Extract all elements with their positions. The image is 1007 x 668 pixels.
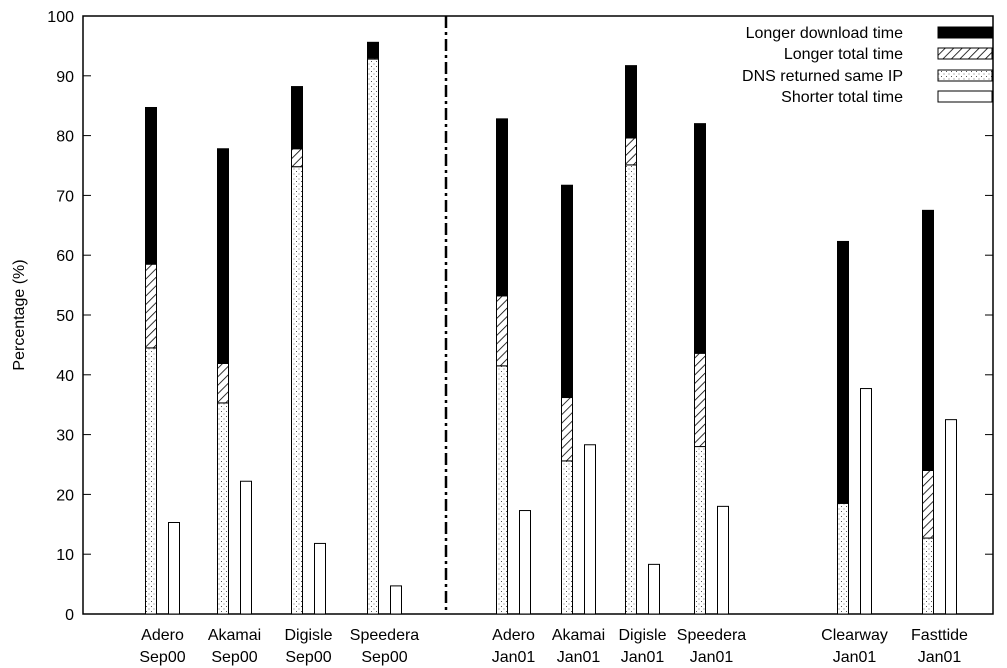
bar-download-akamai-sep00 [217, 148, 229, 364]
bar-shorter-fasttide-jan01 [945, 419, 957, 615]
y-axis-title: Percentage (%) [11, 259, 28, 370]
bar-shorter-digisle-jan01 [648, 563, 660, 615]
legend-swatch-shorter [937, 90, 993, 103]
x-category-period: Jan01 [918, 649, 962, 666]
bar-shorter-speedera-jan01 [717, 505, 729, 615]
x-category-name: Adero [492, 627, 535, 644]
x-category-name: Akamai [208, 627, 261, 644]
bar-download-adero-jan01 [496, 118, 508, 297]
bar-download-digisle-jan01 [625, 65, 637, 139]
bar-dns-adero-jan01 [496, 365, 508, 615]
bar-download-adero-sep00 [145, 106, 157, 265]
y-tick-label: 90 [56, 69, 74, 86]
bar-total-akamai-sep00 [217, 362, 229, 404]
x-category-name: Digisle [284, 627, 332, 644]
x-category-period: Jan01 [621, 649, 665, 666]
bar-total-adero-jan01 [496, 295, 508, 367]
bar-total-speedera-jan01 [694, 352, 706, 448]
bar-shorter-akamai-sep00 [240, 480, 252, 615]
x-category-name: Clearway [821, 627, 888, 644]
bar-dns-akamai-jan01 [561, 460, 573, 615]
bar-download-speedera-sep00 [367, 41, 379, 59]
bar-shorter-akamai-jan01 [584, 444, 596, 615]
y-tick-label: 30 [56, 428, 74, 445]
x-category-name: Digisle [618, 627, 666, 644]
bar-total-adero-sep00 [145, 263, 157, 349]
bar-total-digisle-sep00 [291, 148, 303, 168]
y-tick-label: 20 [56, 487, 74, 504]
y-tick-label: 80 [56, 129, 74, 146]
bar-download-speedera-jan01 [694, 123, 706, 354]
bar-dns-akamai-sep00 [217, 402, 229, 615]
bar-dns-clearway-jan01 [837, 502, 849, 615]
x-category-name: Speedera [677, 627, 746, 644]
bar-total-digisle-jan01 [625, 137, 637, 166]
y-tick-label: 100 [47, 9, 74, 26]
y-tick-label: 50 [56, 308, 74, 325]
bar-total-fasttide-jan01 [922, 469, 934, 539]
bar-dns-digisle-jan01 [625, 164, 637, 615]
bar-download-fasttide-jan01 [922, 209, 934, 471]
x-category-period: Jan01 [690, 649, 734, 666]
bar-dns-fasttide-jan01 [922, 537, 934, 615]
legend-swatch-total [937, 47, 993, 60]
legend-swatch-dns [937, 69, 993, 82]
bar-download-akamai-jan01 [561, 184, 573, 399]
bar-shorter-digisle-sep00 [314, 542, 326, 615]
x-category-name: Speedera [350, 627, 419, 644]
legend-label-total: Longer total time [784, 46, 903, 63]
x-category-period: Sep00 [211, 649, 257, 666]
legend-swatch-download [937, 26, 993, 39]
bar-dns-adero-sep00 [145, 347, 157, 615]
x-category-period: Jan01 [557, 649, 601, 666]
legend-label-download: Longer download time [746, 25, 904, 42]
x-category-period: Sep00 [285, 649, 331, 666]
bar-shorter-speedera-sep00 [390, 585, 402, 615]
x-category-period: Sep00 [139, 649, 185, 666]
bar-shorter-adero-jan01 [519, 510, 531, 615]
legend-label-shorter: Shorter total time [781, 89, 903, 106]
x-category-name: Akamai [552, 627, 605, 644]
x-category-period: Jan01 [492, 649, 536, 666]
x-category-period: Jan01 [833, 649, 877, 666]
bar-download-clearway-jan01 [837, 240, 849, 504]
y-tick-label: 40 [56, 368, 74, 385]
bar-dns-speedera-sep00 [367, 58, 379, 615]
y-tick-label: 0 [65, 607, 74, 624]
x-category-name: Fasttide [911, 627, 968, 644]
bar-dns-digisle-sep00 [291, 166, 303, 615]
bar-shorter-clearway-jan01 [860, 388, 872, 615]
bar-download-digisle-sep00 [291, 86, 303, 150]
y-tick-label: 10 [56, 547, 74, 564]
bar-dns-speedera-jan01 [694, 446, 706, 615]
bar-shorter-adero-sep00 [168, 522, 180, 615]
bar-total-akamai-jan01 [561, 397, 573, 462]
x-category-name: Adero [141, 627, 184, 644]
legend-label-dns: DNS returned same IP [742, 68, 903, 85]
y-tick-label: 60 [56, 248, 74, 265]
legend: Longer download time Longer total time DNS… [742, 25, 993, 106]
x-category-period: Sep00 [361, 649, 407, 666]
y-tick-label: 70 [56, 188, 74, 205]
